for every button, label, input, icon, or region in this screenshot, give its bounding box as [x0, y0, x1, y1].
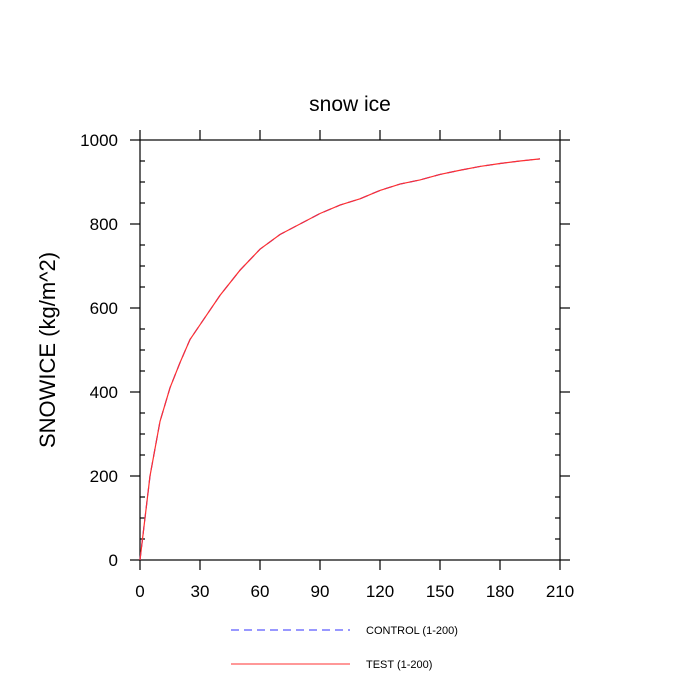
x-tick-label: 150: [426, 582, 454, 601]
y-minor-ticks: [140, 160, 560, 540]
x-tick-label: 30: [191, 582, 210, 601]
series-line-1: [139, 158, 541, 561]
chart-title: snow ice: [309, 93, 391, 116]
legend: CONTROL (1-200) TEST (1-200): [231, 625, 458, 671]
x-tick-label: 90: [311, 582, 330, 601]
x-ticks: 0 30 60 90 120 150 180 210: [135, 130, 574, 601]
x-tick-label: 180: [486, 582, 514, 601]
series-line-2: [139, 158, 541, 561]
legend-label: CONTROL (1-200): [366, 625, 458, 637]
x-tick-label: 60: [251, 582, 270, 601]
y-tick-label: 800: [90, 215, 118, 234]
y-major-ticks: 0 200 400 600 800 1000: [80, 131, 570, 570]
y-tick-label: 400: [90, 383, 118, 402]
y-tick-label: 200: [90, 467, 118, 486]
y-tick-label: 1000: [80, 131, 118, 150]
series-group: [139, 158, 541, 561]
x-tick-label: 120: [366, 582, 394, 601]
plot-frame: [139, 139, 561, 561]
x-tick-label: 0: [135, 582, 144, 601]
y-axis-label: SNOWICE (kg/m^2): [35, 252, 60, 448]
plot-area: 0 200 400 600 800 1000 0 30 60 90 120 150 180 210: [80, 130, 574, 601]
x-tick-label: 210: [546, 582, 574, 601]
legend-label: TEST (1-200): [366, 659, 432, 671]
y-tick-label: 0: [109, 551, 118, 570]
y-tick-label: 600: [90, 299, 118, 318]
